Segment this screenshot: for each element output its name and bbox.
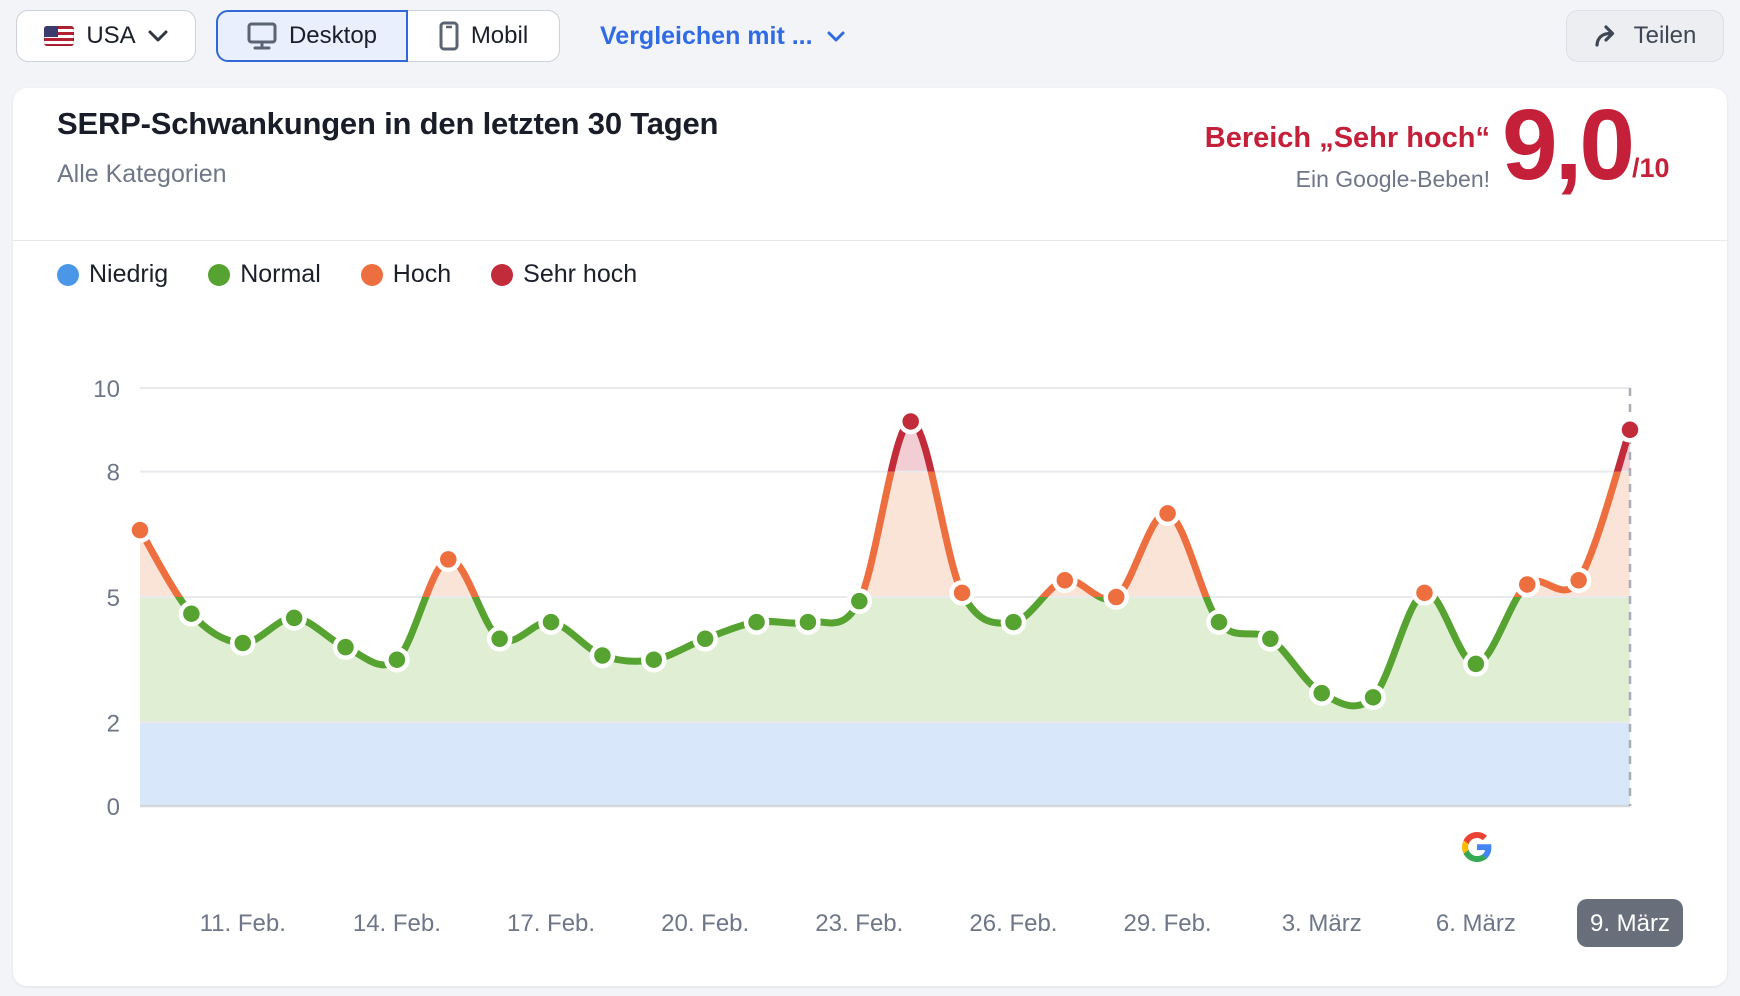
device-desktop-label: Desktop [288, 22, 378, 49]
volatility-range-note: Ein Google-Beben! [1295, 166, 1490, 192]
legend-item-hoch: Hoch [360, 260, 452, 289]
x-tick-label: 29. Feb. [1124, 910, 1212, 937]
data-point-dot[interactable] [1565, 567, 1592, 594]
data-point-dot[interactable] [1257, 626, 1284, 652]
data-point-dot[interactable] [1514, 571, 1540, 598]
x-tick-label: 6. März [1436, 910, 1516, 937]
data-point-dot[interactable] [1052, 567, 1078, 594]
legend-label-niedrig: Niedrig [89, 260, 169, 288]
data-point-dot[interactable] [332, 634, 359, 660]
chevron-down-icon [148, 30, 168, 42]
data-point-dot[interactable] [1617, 417, 1643, 443]
data-point-dot[interactable] [178, 600, 205, 627]
data-point-dot[interactable] [795, 609, 821, 635]
data-point-dot[interactable] [692, 626, 718, 652]
chevron-down-icon [827, 31, 845, 41]
data-point-dot[interactable] [230, 630, 256, 656]
share-button[interactable]: Teilen [1566, 10, 1724, 62]
x-tick-label: 23. Feb. [815, 910, 903, 937]
x-tick-label: 3. März [1282, 910, 1362, 937]
volatility-score: 9,0 /10 [1502, 89, 1670, 201]
x-tick-label: 11. Feb. [200, 910, 286, 937]
y-tick-label: 0 [107, 794, 120, 821]
data-point-dot[interactable] [435, 546, 462, 573]
data-point-dot[interactable] [1154, 500, 1181, 527]
chart-legend: Niedrig Normal Hoch Sehr hoch [57, 260, 637, 289]
legend-dot-niedrig [57, 263, 79, 286]
data-point-dot[interactable] [1000, 609, 1027, 635]
legend-label-sehr-hoch: Sehr hoch [523, 260, 638, 288]
legend-dot-sehr-hoch [491, 263, 514, 286]
data-point-dot[interactable] [897, 408, 924, 435]
data-point-dot[interactable] [1360, 684, 1386, 711]
share-label: Teilen [1633, 22, 1697, 49]
data-point-dot[interactable] [743, 609, 770, 635]
y-tick-label: 2 [107, 710, 120, 737]
mobile-icon [439, 21, 459, 51]
legend-dot-hoch [360, 263, 383, 286]
data-point-dot[interactable] [1463, 651, 1489, 677]
page-title: SERP-Schwankungen in den letzten 30 Tage… [57, 106, 719, 141]
header-divider [13, 240, 1727, 241]
data-point-dot[interactable] [1206, 609, 1232, 635]
legend-item-sehr-hoch: Sehr hoch [491, 260, 637, 289]
x-tick-badge [1577, 899, 1683, 947]
data-point-dot[interactable] [127, 517, 153, 543]
data-point-dot[interactable] [281, 605, 307, 631]
score-value: 9,0 [1502, 89, 1635, 201]
x-tick-label-current: 9. März [1590, 910, 1670, 937]
device-toggle-mobile[interactable]: Mobil [408, 10, 560, 62]
band-niedrig [140, 722, 1630, 806]
device-toggle-desktop[interactable]: Desktop [216, 10, 408, 62]
serp-volatility-card [13, 88, 1727, 986]
data-point-dot[interactable] [1103, 584, 1129, 610]
x-tick-label: 26. Feb. [969, 910, 1057, 937]
data-point-dot[interactable] [846, 588, 873, 614]
y-tick-label: 10 [93, 376, 120, 403]
series-line-normal [174, 597, 1522, 710]
data-point-dot[interactable] [486, 626, 513, 652]
legend-dot-normal [208, 263, 231, 286]
volatility-range-label: Bereich „Sehr hoch“ [1204, 122, 1490, 154]
usa-flag-icon [44, 26, 75, 46]
country-selector[interactable]: USA [16, 10, 196, 62]
data-point-dot[interactable] [1308, 680, 1335, 706]
data-point-dot[interactable] [589, 642, 616, 669]
google-g-logo-icon [1462, 832, 1492, 862]
score-max: /10 [1632, 153, 1670, 183]
legend-item-niedrig: Niedrig [57, 260, 168, 289]
x-tick-label: 20. Feb. [661, 910, 749, 937]
data-point-dot[interactable] [384, 646, 410, 673]
category-subtitle: Alle Kategorien [57, 160, 227, 188]
country-label: USA [86, 22, 136, 49]
compare-label: Vergleichen mit ... [600, 21, 813, 50]
compare-link[interactable]: Vergleichen mit ... [600, 10, 845, 62]
data-point-dot[interactable] [949, 580, 975, 606]
band-normal [140, 597, 1630, 723]
y-tick-label: 8 [107, 460, 120, 487]
data-point-dot[interactable] [641, 646, 667, 673]
legend-label-hoch: Hoch [392, 260, 452, 288]
legend-label-normal: Normal [240, 260, 321, 288]
share-icon [1595, 25, 1614, 47]
data-point-dot[interactable] [1411, 580, 1438, 606]
device-mobile-label: Mobil [470, 22, 529, 49]
toolbar: USA Desktop Mobil Vergleichen mit ... Te… [0, 0, 1740, 72]
area-hoch [140, 471, 1630, 598]
x-tick-label: 14. Feb. [353, 910, 441, 937]
data-point-dot[interactable] [538, 609, 564, 635]
desktop-icon [247, 22, 277, 50]
y-tick-label: 5 [107, 585, 120, 612]
serp-volatility-chart: 0 2 5 8 10 11. Feb. 14. Feb. 17. Feb. 20. Feb. 23… [93, 376, 1683, 947]
legend-item-normal: Normal [208, 260, 321, 289]
x-tick-label: 17. Feb. [507, 910, 595, 937]
